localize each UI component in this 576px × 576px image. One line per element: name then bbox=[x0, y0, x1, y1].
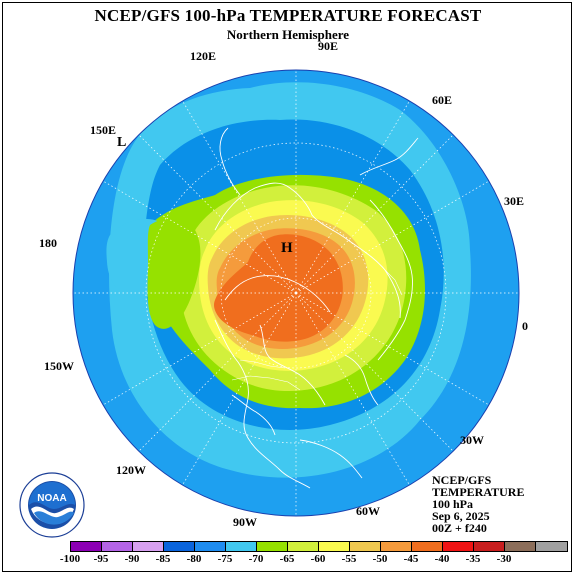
legend-swatch bbox=[381, 542, 412, 551]
legend-swatch bbox=[195, 542, 226, 551]
legend-tick-label: -65 bbox=[279, 553, 295, 565]
legend-tick-label: -35 bbox=[465, 553, 481, 565]
legend-swatch bbox=[102, 542, 133, 551]
noaa-logo-icon: NOAA bbox=[19, 472, 85, 538]
info-model: NCEP/GFS bbox=[432, 473, 492, 487]
legend-swatch bbox=[319, 542, 350, 551]
longitude-label-30e: 30E bbox=[504, 194, 525, 208]
forecast-info-block: NCEP/GFS TEMPERATURE 100 hPa Sep 6, 2025… bbox=[432, 474, 524, 534]
longitude-label-120w: 120W bbox=[116, 463, 146, 477]
legend-swatch bbox=[443, 542, 474, 551]
legend-tick-label: -80 bbox=[186, 553, 202, 565]
info-date: Sep 6, 2025 bbox=[432, 509, 490, 523]
legend-tick-label: -50 bbox=[372, 553, 388, 565]
color-legend bbox=[70, 541, 568, 552]
legend-tick-label: -60 bbox=[310, 553, 326, 565]
legend-swatch bbox=[226, 542, 257, 551]
legend-swatch bbox=[505, 542, 536, 551]
political-borders bbox=[231, 269, 403, 391]
legend-tick-labels: -100 -95 -90 -85 -80 -75 -70 -65 -60 -55 -50 -45 -40… bbox=[0, 553, 576, 567]
legend-swatch bbox=[71, 542, 102, 551]
legend-tick-label: -75 bbox=[217, 553, 233, 565]
longitude-label-150w: 150W bbox=[44, 359, 74, 373]
legend-swatch bbox=[350, 542, 381, 551]
map-boundary bbox=[72, 69, 520, 517]
longitude-label-180: 180 bbox=[39, 236, 57, 250]
longitude-label-120e: 120E bbox=[190, 49, 217, 63]
longitude-label-90e: 90E bbox=[318, 39, 339, 53]
longitude-label-60w: 60W bbox=[356, 504, 380, 518]
legend-tick-label: -90 bbox=[124, 553, 140, 565]
legend-swatch bbox=[257, 542, 288, 551]
contour-band-45 bbox=[214, 234, 343, 342]
longitude-label-90w: 90W bbox=[233, 515, 257, 529]
legend-tick-label: -70 bbox=[248, 553, 264, 565]
low-pressure-marker: L bbox=[117, 135, 126, 150]
legend-tick-label: -100 bbox=[59, 553, 81, 565]
legend-swatch bbox=[133, 542, 164, 551]
page-subtitle: Northern Hemisphere bbox=[226, 27, 350, 42]
legend-swatch bbox=[536, 542, 567, 551]
contour-band-70-west bbox=[147, 218, 201, 329]
info-run: 00Z + f240 bbox=[432, 521, 487, 535]
page-title: NCEP/GFS 100-hPa TEMPERATURE FORECAST bbox=[94, 6, 482, 25]
longitude-label-60e: 60E bbox=[432, 93, 453, 107]
longitude-label-0: 0 bbox=[522, 319, 528, 333]
high-pressure-marker: H bbox=[281, 240, 293, 256]
legend-tick-label: -45 bbox=[403, 553, 419, 565]
legend-swatch bbox=[412, 542, 443, 551]
noaa-logo-text: NOAA bbox=[37, 493, 66, 504]
legend-swatch bbox=[474, 542, 505, 551]
longitude-label-150e: 150E bbox=[90, 123, 117, 137]
legend-tick-label: -95 bbox=[93, 553, 109, 565]
legend-tick-label: -55 bbox=[341, 553, 357, 565]
legend-tick-label: -30 bbox=[496, 553, 512, 565]
info-level: 100 hPa bbox=[432, 497, 474, 511]
legend-swatch bbox=[164, 542, 195, 551]
info-variable: TEMPERATURE bbox=[432, 485, 525, 499]
graticule bbox=[73, 70, 519, 516]
longitude-label-30w: 30W bbox=[460, 433, 484, 447]
figure-border bbox=[2, 2, 572, 572]
legend-tick-label: -85 bbox=[155, 553, 171, 565]
legend-tick-label: -40 bbox=[434, 553, 450, 565]
legend-swatch bbox=[288, 542, 319, 551]
